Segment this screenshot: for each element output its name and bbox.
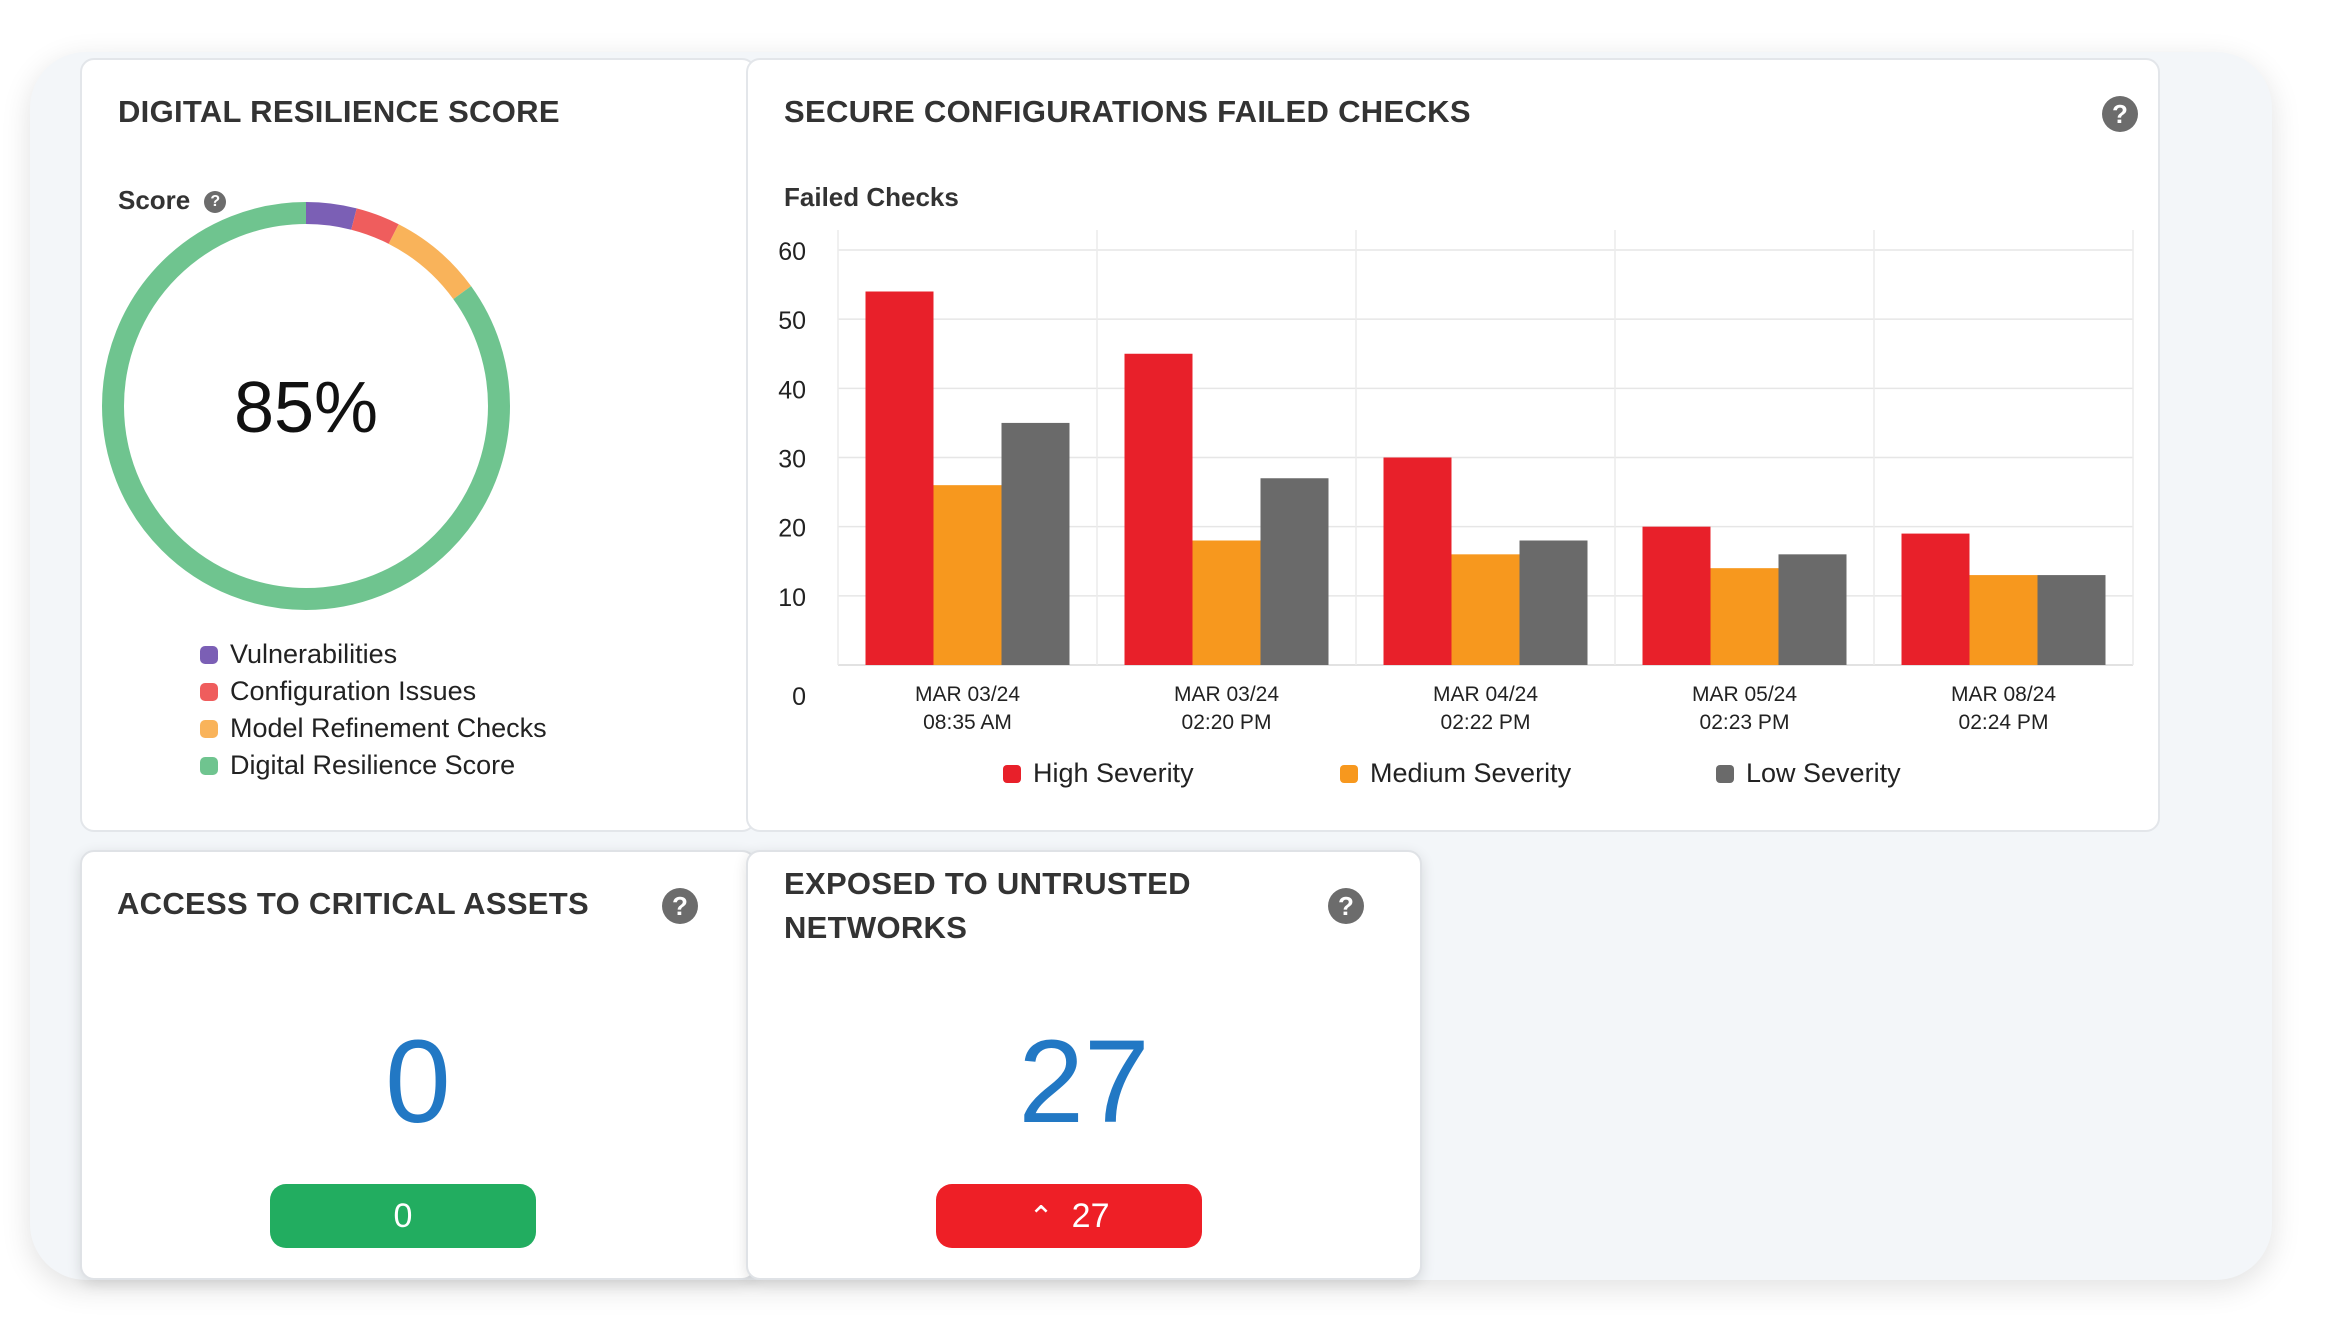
legend-label: Medium Severity <box>1370 758 1572 788</box>
legend-swatch <box>1003 765 1021 783</box>
y-tick-label: 50 <box>778 307 806 335</box>
access-value: 0 <box>385 1016 451 1148</box>
score-donut: 85% <box>102 202 510 610</box>
legend-label: Model Refinement Checks <box>230 713 547 743</box>
score-label: Score <box>118 185 191 215</box>
legend-item[interactable]: Model Refinement Checks <box>200 710 547 747</box>
x-tick-label: MAR 05/24 <box>1692 683 1797 706</box>
failed-checks-help-icon[interactable]: ? <box>2102 96 2138 132</box>
legend-item[interactable]: Digital Resilience Score <box>200 747 547 784</box>
y-tick-label: 10 <box>778 584 806 612</box>
y-tick-label: 20 <box>778 515 806 543</box>
exposed-title: EXPOSED TO UNTRUSTED NETWORKS <box>784 862 1191 950</box>
bar-low-severity <box>1001 422 1070 665</box>
legend-swatch <box>200 682 218 701</box>
bar-high-severity <box>1383 457 1452 665</box>
exposed-value: 27 <box>1018 1016 1150 1148</box>
failed-checks-card: SECURE CONFIGURATIONS FAILED CHECKS ? Fa… <box>746 58 2160 832</box>
legend-item[interactable]: Configuration Issues <box>200 673 547 710</box>
bar-medium-severity <box>1192 540 1261 665</box>
y-tick-label: 30 <box>778 446 806 474</box>
legend-swatch <box>1716 765 1734 783</box>
exposed-change-badge: ⌃ 27 <box>936 1184 1202 1248</box>
y-tick-label: 40 <box>778 376 806 404</box>
bar-high-severity <box>1901 533 1970 665</box>
x-tick-label: MAR 03/24 <box>1174 683 1279 706</box>
bar-low-severity <box>2037 575 2106 665</box>
access-change-value: 0 <box>393 1197 413 1235</box>
x-tick-label: 02:24 PM <box>1959 711 2049 734</box>
exposed-help-icon[interactable]: ? <box>1328 888 1364 924</box>
legend-label: Digital Resilience Score <box>230 750 516 780</box>
bar-high-severity <box>865 291 934 665</box>
legend-swatch <box>200 645 218 664</box>
legend-label: High Severity <box>1033 758 1194 788</box>
x-tick-label: 08:35 AM <box>923 711 1012 734</box>
failed-checks-title: SECURE CONFIGURATIONS FAILED CHECKS <box>784 94 1471 129</box>
bar-low-severity <box>1260 478 1329 665</box>
legend-swatch <box>1340 765 1358 783</box>
access-title: ACCESS TO CRITICAL ASSETS <box>117 886 589 921</box>
x-tick-label: 02:22 PM <box>1441 711 1531 734</box>
x-tick-label: 02:23 PM <box>1700 711 1790 734</box>
y-tick-label: 60 <box>778 238 806 266</box>
score-value: 85% <box>234 368 378 448</box>
x-tick-label: MAR 03/24 <box>915 683 1020 706</box>
failed-checks-chart: 0 10 20 30 40 50 60 MAR 03/24 08:35 AM MAR 03/24 0… <box>778 230 2134 788</box>
legend-label: Configuration Issues <box>230 676 477 706</box>
access-help-icon[interactable]: ? <box>662 888 698 924</box>
donut-segment-digital-resilience-score[interactable] <box>102 202 510 610</box>
dashboard-panel: DIGITAL RESILIENCE SCORE Score? 85% Vuln… <box>30 52 2272 1280</box>
bar-medium-severity <box>1969 575 2038 665</box>
score-help-icon[interactable]: ? <box>204 191 227 214</box>
legend-label: Low Severity <box>1746 758 1901 788</box>
bar-medium-severity <box>1451 554 1520 665</box>
x-tick-label: MAR 04/24 <box>1433 683 1538 706</box>
caret-up-icon: ⌃ <box>1028 1201 1054 1234</box>
exposed-card: EXPOSED TO UNTRUSTED NETWORKS ? 27 ⌃ 27 <box>746 850 1422 1280</box>
legend-swatch <box>200 756 218 775</box>
access-change-badge: 0 <box>270 1184 536 1248</box>
bar-high-severity <box>1642 526 1711 665</box>
resilience-title: DIGITAL RESILIENCE SCORE <box>118 94 560 129</box>
bar-medium-severity <box>933 485 1002 665</box>
legend-label: Vulnerabilities <box>230 639 398 669</box>
score-label-row: Score? <box>118 185 227 216</box>
exposed-change-value: 27 <box>1071 1197 1110 1235</box>
x-tick-label: MAR 08/24 <box>1951 683 2056 706</box>
legend-swatch <box>200 719 218 738</box>
bar-medium-severity <box>1710 568 1779 665</box>
resilience-legend: Vulnerabilities Configuration Issues Model… <box>200 636 547 784</box>
bar-low-severity <box>1778 554 1847 665</box>
bar-high-severity <box>1124 353 1193 665</box>
bar-low-severity <box>1519 540 1588 665</box>
y-tick-label: 0 <box>792 683 806 711</box>
exposed-title-line1: EXPOSED TO UNTRUSTED <box>784 866 1191 901</box>
x-tick-label: 02:20 PM <box>1182 711 1272 734</box>
legend-item[interactable]: Vulnerabilities <box>200 636 547 673</box>
resilience-card: DIGITAL RESILIENCE SCORE Score? 85% Vuln… <box>80 58 756 832</box>
chart-subtitle: Failed Checks <box>784 182 959 212</box>
access-card: ACCESS TO CRITICAL ASSETS ? 0 0 <box>80 850 756 1280</box>
exposed-title-line2: NETWORKS <box>784 910 968 945</box>
